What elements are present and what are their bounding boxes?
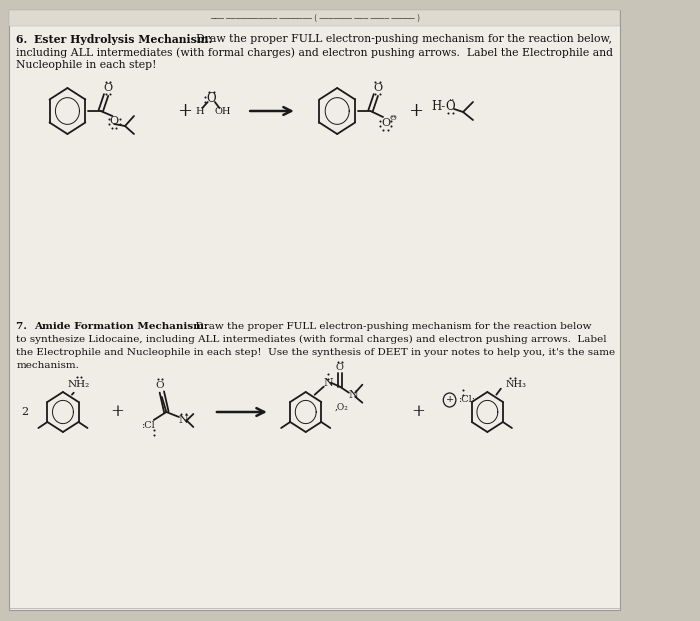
Text: O: O [155,381,164,389]
Text: Ö: Ö [446,99,455,112]
Text: N: N [349,390,358,400]
Text: N: N [178,415,188,425]
Text: O: O [336,363,344,372]
Text: Ester Hydrolysis Mechanism:: Ester Hydrolysis Mechanism: [34,34,213,45]
Text: to synthesize Lidocaine, including ALL intermediates (with formal charges) and e: to synthesize Lidocaine, including ALL i… [16,335,607,344]
Text: including ALL intermediates (with formal charges) and electron pushing arrows.  : including ALL intermediates (with formal… [16,47,613,58]
Text: Draw the proper FULL electron-pushing mechanism for the reaction below,: Draw the proper FULL electron-pushing me… [189,34,612,44]
Text: NH₂: NH₂ [68,380,90,389]
Text: +: + [445,396,454,404]
FancyBboxPatch shape [9,10,620,26]
Text: O: O [373,83,382,93]
Text: :Cl:: :Cl: [458,396,475,404]
Text: Θ: Θ [389,114,396,122]
Text: 2: 2 [22,407,29,417]
Text: 7.: 7. [16,322,34,331]
Text: the Electrophile and Nucleophile in each step!  Use the synthesis of DEET in you: the Electrophile and Nucleophile in each… [16,348,615,357]
Text: O: O [110,116,119,126]
Text: +: + [408,102,423,120]
Text: mechanism.: mechanism. [16,361,79,370]
Text: O: O [382,118,391,128]
Text: Amide Formation Mechanism:: Amide Formation Mechanism: [34,322,208,331]
Text: +: + [411,404,425,420]
Text: NH₃: NH₃ [505,380,526,389]
Text: N: N [323,378,333,388]
Text: Nucleophile in each step!: Nucleophile in each step! [16,60,157,70]
Text: Draw the proper FULL electron-pushing mechanism for the reaction below: Draw the proper FULL electron-pushing me… [189,322,592,331]
Text: ,O₂: ,O₂ [335,402,349,411]
Text: H-: H- [432,99,446,112]
Text: :Cl: :Cl [141,422,155,430]
Text: +: + [177,102,192,120]
Text: O: O [206,93,216,106]
Text: O: O [104,83,113,93]
FancyBboxPatch shape [9,10,620,610]
Text: OH: OH [215,106,231,116]
Text: 6.: 6. [16,34,35,45]
Text: H: H [195,106,204,116]
Text: ─── ─────────── ─────── ( ─────── ─── ──── ───── ): ─── ─────────── ─────── ( ─────── ─── ──… [210,14,420,24]
Text: +: + [110,404,124,420]
